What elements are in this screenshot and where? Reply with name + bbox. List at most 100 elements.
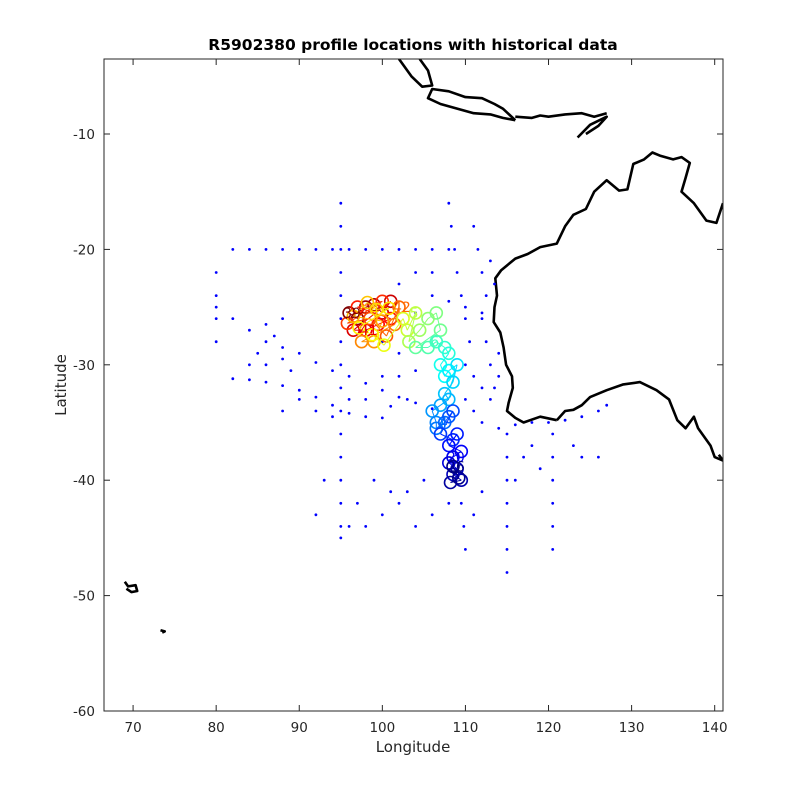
historical-point (297, 398, 301, 401)
profile-label: 41 (360, 323, 378, 339)
historical-point (538, 467, 542, 471)
historical-point (347, 411, 351, 415)
x-tick-label: 70 (124, 720, 141, 736)
historical-point (339, 248, 343, 251)
profile-track-segment (448, 445, 462, 452)
historical-point (453, 248, 456, 251)
profile-track-segment (406, 312, 417, 331)
historical-point (414, 248, 417, 251)
historical-point (563, 418, 567, 422)
historical-point (530, 421, 534, 424)
profile-label: 26 (447, 459, 465, 475)
historical-point (231, 248, 235, 251)
profile-point (441, 438, 456, 453)
y-axis-label: Latitude (52, 354, 70, 416)
historical-point (464, 398, 467, 401)
historical-point (468, 340, 471, 344)
historical-point (364, 381, 368, 385)
profile-track-segment (427, 341, 437, 348)
historical-point (430, 271, 434, 274)
historical-point (597, 455, 600, 459)
profile-point (446, 459, 460, 474)
historical-point (231, 377, 235, 381)
historical-point (322, 478, 326, 482)
historical-point (314, 513, 318, 517)
historical-point (472, 374, 476, 378)
x-tick-label: 130 (619, 720, 645, 736)
historical-point (214, 340, 218, 344)
historical-point (272, 334, 276, 338)
historical-point (380, 374, 384, 378)
historical-point (551, 455, 555, 459)
historical-point (472, 224, 476, 228)
x-tick-label: 100 (369, 720, 395, 736)
historical-point (297, 351, 301, 355)
historical-point (505, 455, 509, 459)
historical-point (397, 282, 401, 286)
coastline-tasmania-edge (717, 454, 723, 462)
profile-point (450, 357, 464, 372)
historical-point (281, 384, 284, 387)
historical-point (522, 455, 525, 459)
historical-point (397, 501, 401, 505)
x-tick-label: 90 (291, 720, 308, 736)
profile-track-segment (448, 433, 458, 446)
historical-point (472, 513, 476, 517)
profile-label: 39 (343, 306, 361, 322)
historical-point (489, 259, 492, 263)
coastline-sumatra (397, 59, 434, 88)
historical-point (513, 423, 517, 427)
profile-point (433, 427, 448, 441)
y-tick-label: -20 (73, 242, 95, 258)
historical-point (551, 432, 555, 436)
historical-point (339, 536, 343, 540)
historical-point (397, 374, 401, 378)
profile-track-segment (440, 353, 450, 366)
plot-frame (103, 58, 724, 712)
y-tick-label: -60 (73, 704, 95, 720)
historical-point (530, 444, 534, 447)
historical-point (356, 501, 359, 505)
historical-point (459, 501, 463, 505)
historical-point (513, 478, 517, 482)
profile-point (392, 300, 406, 314)
historical-point (347, 248, 351, 251)
profile-track-segment (408, 312, 417, 342)
historical-point (397, 395, 401, 399)
y-tick-label: -30 (73, 358, 95, 374)
historical-point (497, 351, 501, 355)
profile-label: 20 (447, 450, 465, 466)
profile-track-segment (436, 341, 445, 348)
profile-track-segment (452, 364, 458, 383)
historical-point (505, 571, 509, 574)
historical-point (447, 299, 451, 303)
historical-point (447, 501, 451, 505)
historical-point (339, 271, 343, 274)
profile-point (429, 306, 444, 320)
historical-point (430, 407, 434, 411)
historical-point (314, 248, 318, 251)
coastline-java (426, 87, 517, 122)
historical-point (484, 294, 488, 297)
historical-point (464, 548, 467, 551)
historical-point (551, 478, 555, 482)
historical-point (339, 525, 343, 528)
profile-track-segment (436, 422, 445, 429)
historical-point (248, 248, 251, 251)
historical-point (339, 386, 343, 390)
historical-point (297, 248, 301, 251)
historical-point (551, 501, 555, 505)
historical-point (489, 398, 492, 401)
profile-track-segment (452, 473, 462, 481)
historical-point (214, 294, 218, 297)
historical-point (339, 294, 343, 297)
profile-point (375, 314, 390, 328)
historical-point (472, 409, 476, 413)
historical-point (314, 361, 318, 364)
profile-label: 4 (371, 302, 380, 318)
historical-point (497, 426, 501, 430)
historical-point (380, 248, 384, 251)
historical-point (264, 340, 268, 344)
historical-point (364, 248, 368, 251)
